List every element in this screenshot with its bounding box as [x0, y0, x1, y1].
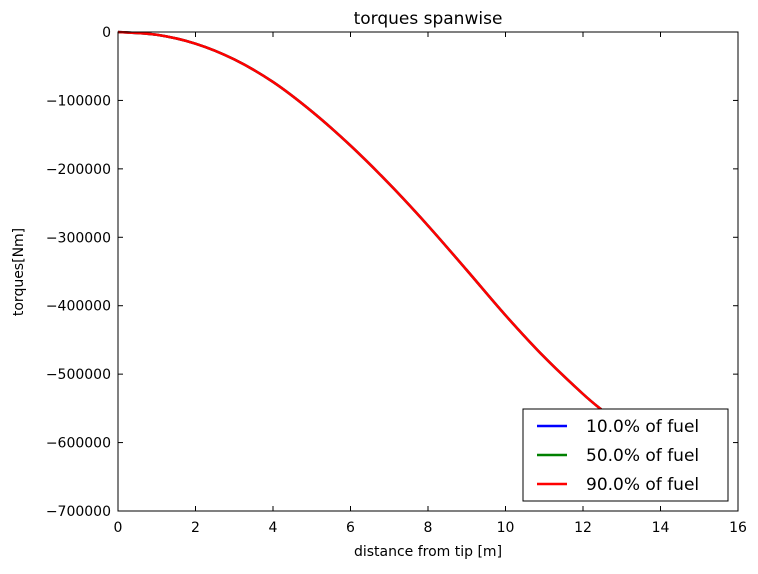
- y-tick-label: −200000: [46, 162, 111, 178]
- x-tick-label: 16: [729, 520, 747, 536]
- plot-frame: [117, 31, 739, 512]
- y-axis-ticks: 0 −100000 −200000 −300000 −400000 −500000 −600…: [46, 25, 738, 520]
- y-tick-label: −300000: [46, 230, 111, 246]
- legend: 10.0% of fuel 50.0% of fuel 90.0% of fue…: [522, 408, 729, 502]
- x-tick-label: 0: [114, 520, 123, 536]
- x-tick-label: 6: [346, 520, 355, 536]
- y-tick-label: −100000: [46, 93, 111, 109]
- x-tick-label: 10: [497, 520, 515, 536]
- y-axis-label: torques[Nm]: [11, 228, 27, 316]
- x-axis-ticks: 0 2 4 6 8 10 12 14 16: [114, 32, 747, 536]
- chart-title: torques spanwise: [354, 9, 503, 29]
- x-tick-label: 12: [574, 520, 592, 536]
- y-tick-label: −500000: [46, 367, 111, 383]
- series-lines: [117, 30, 604, 412]
- legend-label-series-2: 50.0% of fuel: [586, 446, 699, 466]
- series-line-3: [117, 30, 604, 412]
- y-tick-label: 0: [102, 25, 111, 41]
- legend-label-series-3: 90.0% of fuel: [586, 475, 699, 495]
- y-tick-label: −400000: [46, 299, 111, 315]
- y-tick-label: −600000: [46, 436, 111, 452]
- x-tick-label: 2: [191, 520, 200, 536]
- y-tick-label: −700000: [46, 504, 111, 520]
- x-axis-label: distance from tip [m]: [354, 544, 502, 560]
- x-tick-label: 8: [424, 520, 433, 536]
- x-tick-label: 14: [652, 520, 670, 536]
- legend-label-series-1: 10.0% of fuel: [586, 417, 699, 437]
- x-tick-label: 4: [269, 520, 278, 536]
